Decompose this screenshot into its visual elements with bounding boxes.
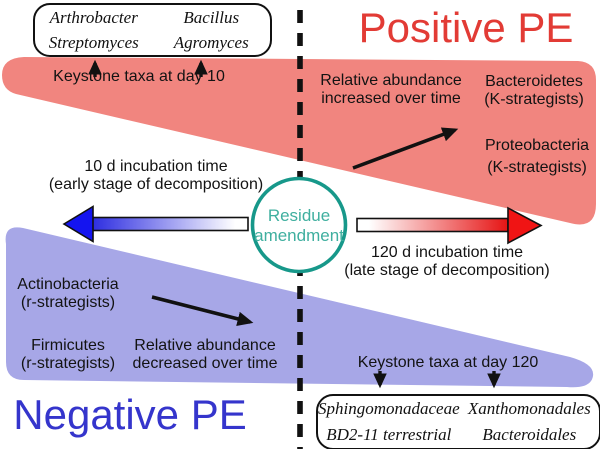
residue-amendment-label: Residue amendment xyxy=(254,206,344,246)
abundance-increased-line2: increased over time xyxy=(321,90,461,107)
keystone-day10-label: Keystone taxa at day 10 xyxy=(53,68,225,85)
taxon-agromyces: Agromyces xyxy=(173,32,249,52)
keystone-day120-taxa-box: Sphingomonadaceae Xanthomonadales BD2-11… xyxy=(316,394,600,449)
proteobacteria-strategy: (K-strategists) xyxy=(487,159,587,176)
incubation-120d-line1: 120 d incubation time xyxy=(370,244,524,261)
firmicutes-strategy: (r-strategists) xyxy=(20,355,116,372)
decrease-trend-arrow xyxy=(151,295,254,326)
actinobacteria-strategy: (r-strategists) xyxy=(20,294,116,311)
right-time-arrow xyxy=(356,206,543,245)
abundance-decreased-label: Relative abundance decreased over time xyxy=(133,337,278,373)
taxon-arthrobacter: Arthrobacter xyxy=(49,7,138,27)
left-time-arrow xyxy=(62,205,249,243)
bacteroidetes-label: Bacteroidetes (K-strategists) xyxy=(484,73,584,109)
proteobacteria-name: Proteobacteria xyxy=(484,137,590,154)
keystone-day120-label: Keystone taxa at day 120 xyxy=(357,354,539,371)
abundance-increased-label: Relative abundance increased over time xyxy=(320,72,461,108)
taxon-sphingomonadaceae: Sphingomonadaceae xyxy=(318,399,460,418)
actinobacteria-name: Actinobacteria xyxy=(17,276,119,293)
amendment-line: amendment xyxy=(254,226,344,245)
negative-pe-title: Negative PE xyxy=(13,391,247,438)
keystone-day10-taxa-box: Arthrobacter Bacillus Streptomyces Agrom… xyxy=(33,3,272,57)
taxon-streptomyces: Streptomyces xyxy=(48,32,139,52)
abundance-decreased-line1: Relative abundance xyxy=(134,337,276,354)
incubation-10d-line2: (early stage of decomposition) xyxy=(48,176,264,193)
negative-wedge-shape xyxy=(5,227,594,388)
taxon-bacteroidales: Bacteroidales xyxy=(482,425,577,444)
actinobacteria-label: Actinobacteria (r-strategists) xyxy=(17,276,118,312)
increase-trend-arrow xyxy=(352,127,459,170)
bacteroidetes-strategy: (K-strategists) xyxy=(484,91,584,108)
positive-wedge-shape xyxy=(2,57,596,225)
firmicutes-name: Firmicutes xyxy=(31,337,105,354)
residue-amendment-circle xyxy=(250,176,348,274)
bacteroidetes-name: Bacteroidetes xyxy=(485,73,583,90)
incubation-10d-line1: 10 d incubation time xyxy=(84,158,228,175)
firmicutes-label: Firmicutes (r-strategists) xyxy=(21,337,115,373)
incubation-10d-label: 10 d incubation time (early stage of dec… xyxy=(49,158,263,194)
positive-pe-title: Positive PE xyxy=(358,4,574,51)
residue-line: Residue xyxy=(267,206,331,225)
taxon-xanthomonadales: Xanthomonadales xyxy=(467,399,591,418)
taxon-bd2-11-terrestrial: BD2-11 terrestrial xyxy=(326,425,452,444)
incubation-120d-label: 120 d incubation time (late stage of dec… xyxy=(344,244,549,280)
proteobacteria-label: Proteobacteria (K-strategists) xyxy=(485,135,589,179)
taxon-bacillus: Bacillus xyxy=(183,7,240,27)
incubation-120d-line2: (late stage of decomposition) xyxy=(344,262,550,279)
abundance-increased-line1: Relative abundance xyxy=(320,72,462,89)
abundance-decreased-line2: decreased over time xyxy=(132,355,278,372)
